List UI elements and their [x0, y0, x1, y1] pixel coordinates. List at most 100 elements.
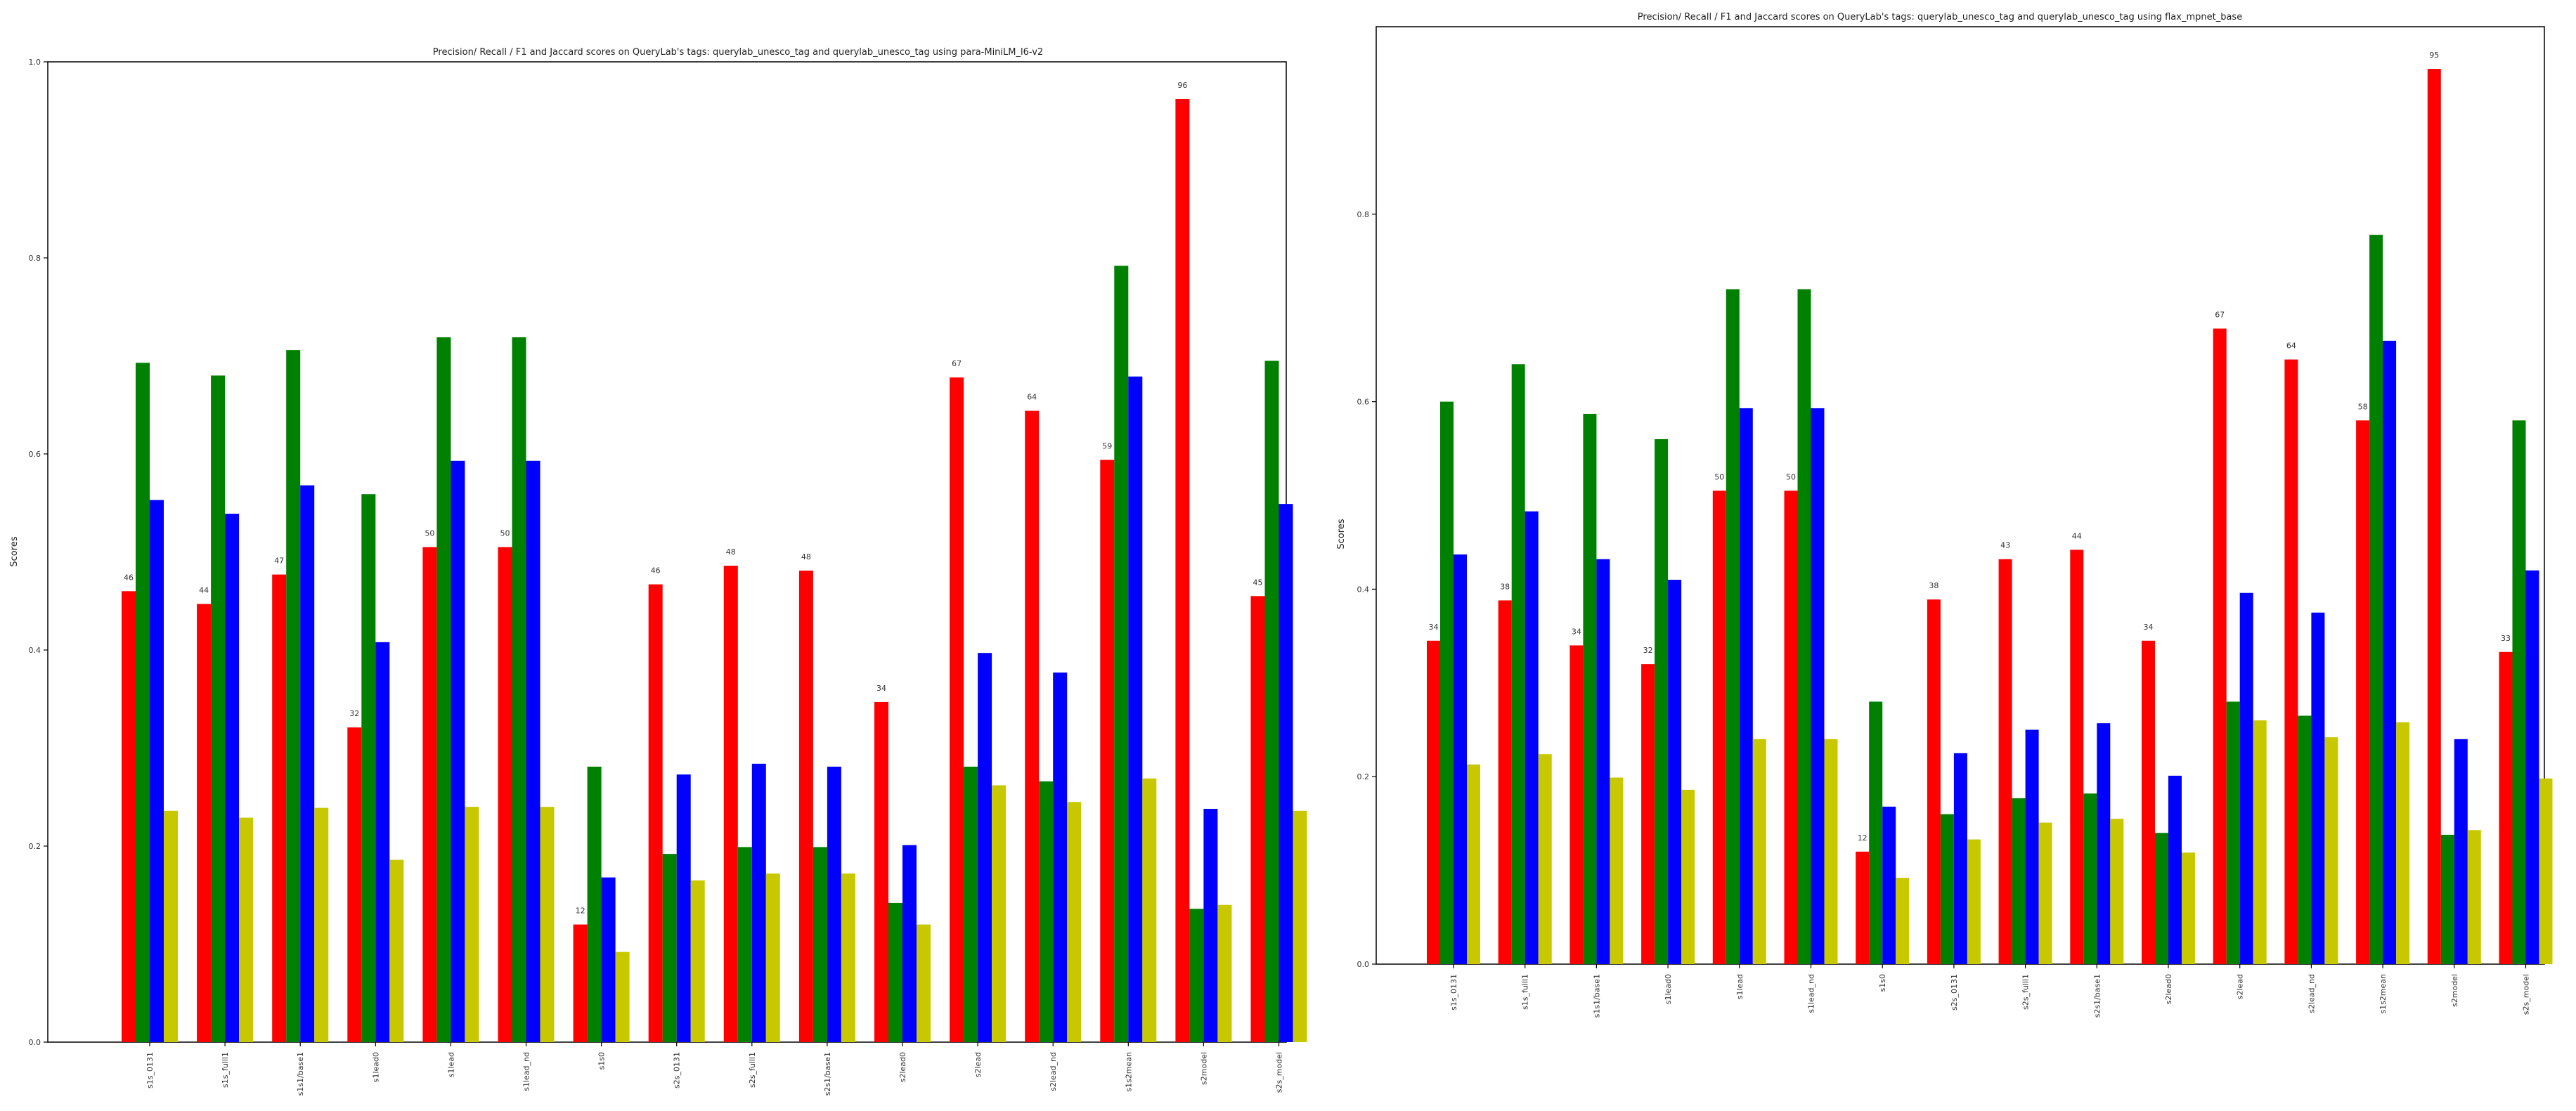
chart-left-ytick-label: 0.0	[29, 1038, 41, 1047]
chart-left-bar-f1	[902, 845, 917, 1042]
chart-left-xtick-label: s1s_fulll1	[221, 1052, 230, 1088]
chart-right-xtick-label: s1lead_nd	[1807, 974, 1816, 1013]
chart-left-bar-recall	[136, 363, 150, 1042]
chart-left-bar-recall	[1039, 781, 1054, 1042]
chart-right-bar-precision	[1998, 559, 2012, 964]
chart-left-bar-recall	[587, 767, 602, 1042]
chart-right-bar-precision	[2499, 651, 2513, 964]
chart-right-ylabel: Scores	[1336, 519, 1347, 549]
chart-right-data-label: 44	[2072, 531, 2082, 540]
chart-right-data-label: 50	[1714, 472, 1724, 481]
chart-right-ytick-label: 0.8	[1357, 210, 1370, 219]
chart-left-bar-precision	[573, 924, 588, 1042]
chart-right-bar-f1	[1882, 806, 1896, 964]
chart-right-ytick-label: 0.6	[1357, 398, 1370, 407]
chart-left-data-label: 12	[576, 907, 585, 916]
chart-left-data-label: 67	[952, 359, 962, 368]
chart-right-bar-recall	[1655, 438, 1669, 964]
chart-right-bar-recall	[1511, 364, 1525, 964]
chart-left-bar-f1	[300, 485, 315, 1042]
chart-left-bar-jaccard	[615, 951, 630, 1042]
chart-right: Precision/ Recall / F1 and Jaccard score…	[1336, 12, 2553, 1018]
chart-left-data-label: 50	[500, 529, 510, 538]
chart-right-bar-f1	[2383, 340, 2397, 964]
chart-left-ytick-label: 0.8	[29, 254, 41, 263]
chart-right-bar-precision	[2070, 550, 2084, 964]
chart-left-xtick-label: s2lead_nd	[1049, 1052, 1058, 1091]
chart-right-bar-precision	[2356, 420, 2370, 964]
chart-right-data-label: 38	[1500, 582, 1510, 591]
chart-left-xtick-label: s1s0	[597, 1052, 607, 1070]
chart-right-bar-recall	[1940, 814, 1954, 964]
chart-left-bar-jaccard	[314, 807, 329, 1042]
chart-left-data-label: 45	[1253, 578, 1263, 587]
chart-right-bar-recall	[2226, 701, 2240, 964]
chart-right-bar-precision	[1641, 664, 1655, 964]
chart-right-data-label: 34	[1572, 627, 1581, 636]
chart-left-bar-precision	[422, 547, 437, 1042]
chart-left-bar-precision	[1175, 99, 1190, 1042]
chart-right-data-label: 50	[1786, 472, 1796, 481]
chart-left-bar-f1	[526, 460, 541, 1042]
chart-left-title: Precision/ Recall / F1 and Jaccard score…	[433, 47, 1043, 58]
chart-left-bar-f1	[1279, 504, 1293, 1042]
chart-left-bar-jaccard	[540, 807, 555, 1042]
chart-left-bar-jaccard	[164, 810, 178, 1042]
chart-left-data-label: 32	[349, 709, 359, 718]
chart-right-xtick-label: s1lead0	[1664, 974, 1673, 1004]
chart-left-xtick-label: s2s_fulll1	[748, 1052, 757, 1088]
chart-left-bar-f1	[978, 653, 992, 1042]
chart-right-bar-recall	[2512, 420, 2526, 964]
chart-right-bar-f1	[1953, 753, 1967, 964]
chart-left-bar-f1	[1128, 376, 1143, 1042]
chart-right-bar-precision	[2284, 359, 2298, 964]
chart-left-bar-jaccard	[1217, 904, 1232, 1042]
chart-left-xtick-label: s2lead0	[898, 1052, 907, 1082]
chart-left-data-label: 44	[199, 585, 209, 595]
chart-right-bar-f1	[1454, 554, 1467, 964]
chart-left-bar-jaccard	[389, 859, 404, 1042]
chart-left-bar-precision	[798, 571, 813, 1042]
chart-right-data-label: 34	[1429, 623, 1439, 632]
chart-left-bar-precision	[723, 566, 738, 1042]
chart-left-bar-precision	[122, 591, 136, 1042]
chart-right-xtick-label: s1s2mean	[2378, 974, 2388, 1014]
chart-left-xtick-label: s1s1/base1	[296, 1052, 305, 1096]
chart-right-xtick-label: s1s_0131	[1449, 974, 1458, 1011]
chart-right-bar-precision	[2427, 69, 2441, 964]
chart-left-xtick-label: s2s_0131	[673, 1052, 682, 1089]
chart-right-bar-f1	[1525, 511, 1539, 964]
chart-right-bar-recall	[1797, 289, 1811, 964]
chart-right-xtick-label: s1s1/base1	[1592, 974, 1601, 1018]
chart-left-bar-recall	[964, 767, 978, 1042]
chart-right-bar-jaccard	[2182, 852, 2195, 964]
chart-right-bar-f1	[2525, 570, 2539, 964]
chart-right-title: Precision/ Recall / F1 and Jaccard score…	[1638, 12, 2242, 22]
chart-right-bar-jaccard	[2110, 819, 2124, 964]
chart-left-bar-jaccard	[1142, 778, 1157, 1042]
chart-left-data-label: 46	[651, 566, 661, 576]
chart-right-bar-jaccard	[2253, 720, 2267, 964]
chart-left-bar-jaccard	[917, 924, 931, 1042]
chart-left-data-label: 59	[1102, 441, 1112, 450]
chart-right-xtick-label: s2s1/base1	[2092, 974, 2102, 1018]
chart-right-bar-jaccard	[1967, 839, 1981, 964]
chart-left-ytick-label: 0.2	[29, 842, 41, 851]
chart-left-bar-recall	[1189, 909, 1204, 1042]
chart-left-bar-jaccard	[1067, 802, 1082, 1042]
chart-right-bar-jaccard	[1896, 878, 1910, 964]
chart-right-bar-precision	[1712, 490, 1726, 964]
chart-right-bar-jaccard	[1752, 739, 1766, 964]
chart-left-bar-recall	[662, 854, 677, 1042]
chart-right-bar-f1	[1596, 559, 1610, 964]
chart-left-data-label: 48	[801, 552, 811, 561]
chart-right-bar-f1	[2025, 729, 2039, 964]
chart-left-bar-recall	[361, 494, 376, 1042]
chart-right-ytick-label: 0.4	[1357, 585, 1370, 594]
chart-left-xtick-label: s2lead	[973, 1052, 983, 1077]
chart-right-bar-jaccard	[2539, 778, 2553, 964]
chart-left-bar-f1	[1053, 673, 1068, 1042]
chart-left-data-label: 48	[726, 547, 736, 557]
chart-left-data-label: 47	[274, 557, 284, 566]
